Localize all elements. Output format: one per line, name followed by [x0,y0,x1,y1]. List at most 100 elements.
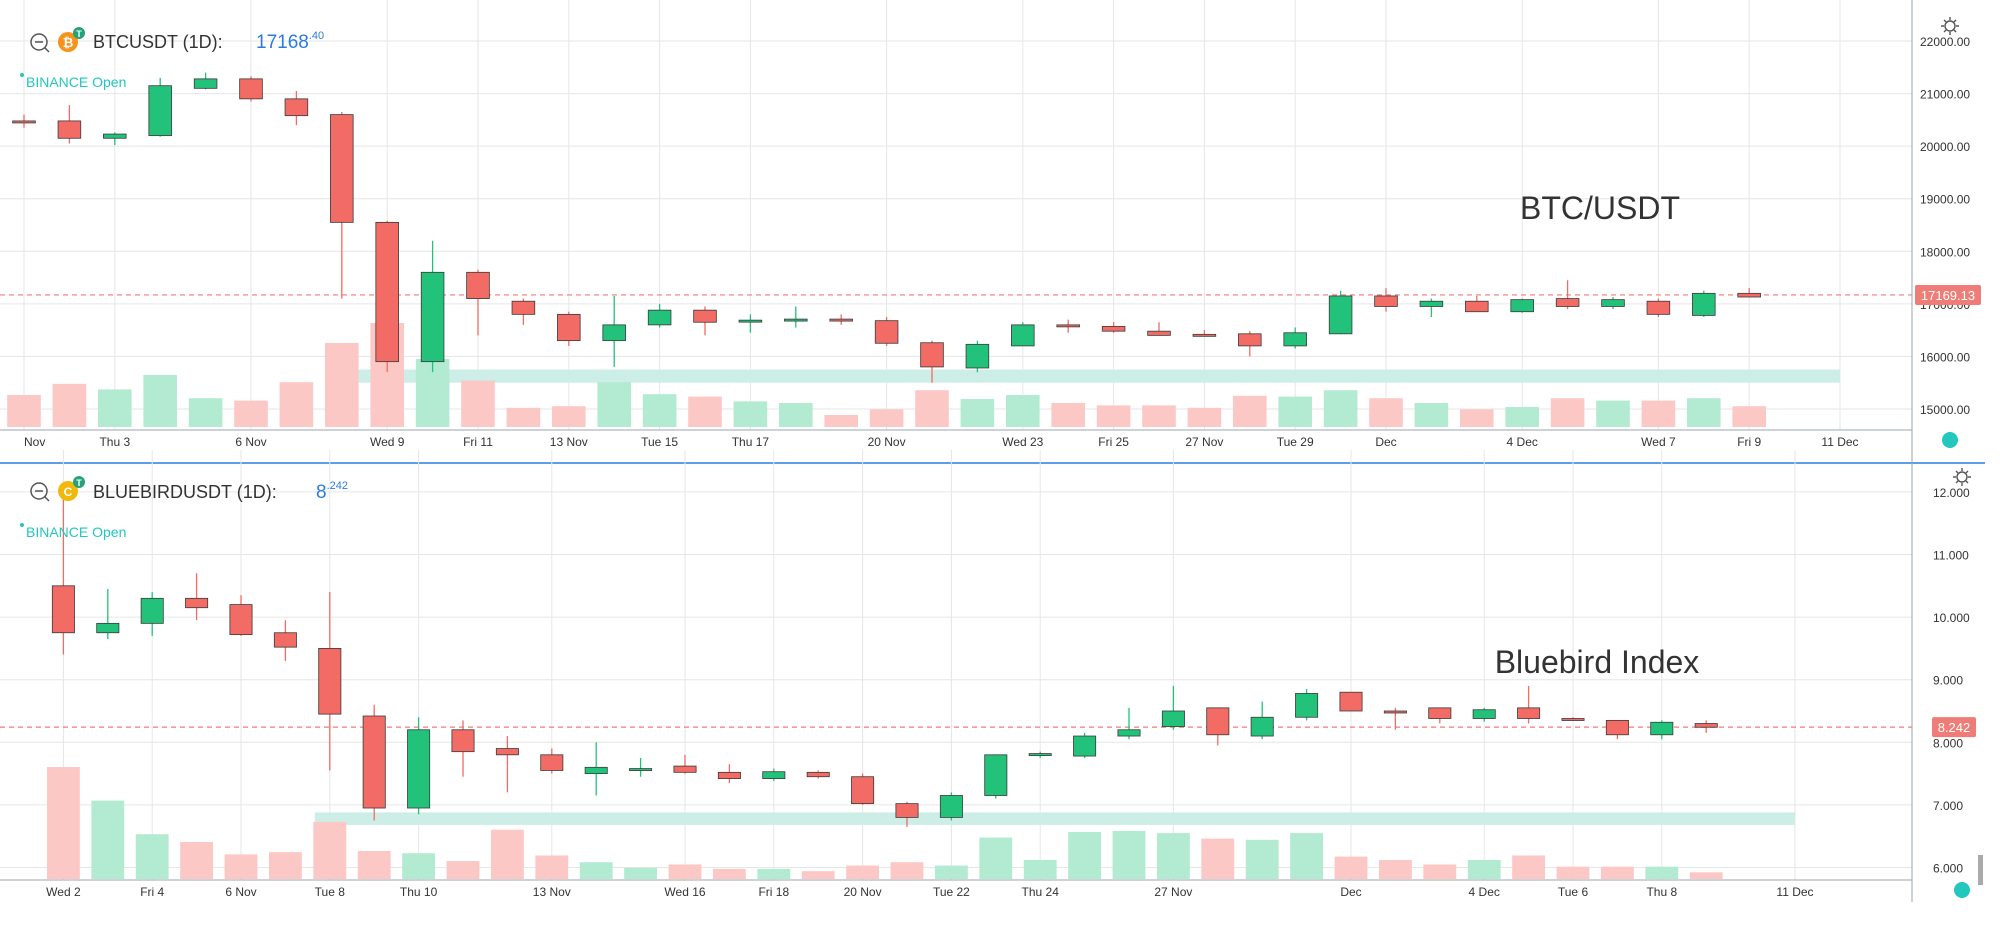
bluebird-candle[interactable] [1161,710,1185,728]
bluebird-volume-bar [535,855,569,879]
btc-candle[interactable] [1147,330,1171,336]
bluebird-candle[interactable] [1650,721,1674,736]
btc-candle[interactable] [193,78,218,89]
bluebird-candle[interactable] [806,771,830,778]
btc-candle[interactable] [738,319,763,323]
btc-candle[interactable] [1419,300,1444,307]
btc-candle[interactable] [965,343,990,369]
btc-candle[interactable] [284,98,309,117]
btc-candles[interactable] [12,72,1761,383]
bluebird-candle[interactable] [407,729,431,809]
bluebird-y-axis[interactable]: 6.000 7.000 8.000 9.000 10.000 11.000 12.000 [1933,486,1970,876]
btc-candle[interactable] [693,309,717,323]
bluebird-candle[interactable] [1694,723,1718,728]
btc-candle[interactable] [784,318,808,322]
bluebird-candle[interactable] [1605,719,1629,736]
btc-candle[interactable] [466,271,490,299]
btc-y-axis[interactable]: 15000.0016000.0017000.0018000.0019000.00… [1920,35,1970,417]
bluebird-candle[interactable] [1117,729,1141,737]
bluebird-candle[interactable] [762,771,786,779]
bluebird-candle[interactable] [1295,693,1319,718]
bluebird-candle[interactable] [673,765,697,773]
btc-volume-bar [1596,400,1630,427]
btc-candle[interactable] [57,120,82,139]
bluebird-settings-icon[interactable] [1953,468,1971,486]
bluebird-candle[interactable] [1383,710,1407,714]
bluebird-candle[interactable] [1517,707,1541,719]
bluebird-candle[interactable] [229,604,253,636]
btc-candle[interactable] [511,300,536,315]
btc-candle[interactable] [1465,300,1489,313]
bluebird-candle[interactable] [984,754,1008,796]
bluebird-candle[interactable] [1073,735,1097,757]
btc-candle[interactable] [1374,295,1398,307]
bluebird-volume-bar [668,864,702,879]
bluebird-status-indicator[interactable] [1954,882,1970,898]
collapse-icon[interactable] [30,482,50,502]
bluebird-candle[interactable] [451,729,475,753]
btc-candle[interactable] [557,313,581,342]
btc-candle[interactable] [330,114,354,223]
bluebird-candle[interactable] [185,597,209,609]
btc-watermark: BTC/USDT [1520,190,1680,226]
bluebird-candle[interactable] [1028,753,1052,756]
btc-candle[interactable] [375,221,399,363]
bluebird-candle[interactable] [584,766,608,774]
bluebird-candle[interactable] [895,803,919,818]
collapse-icon[interactable] [30,33,50,53]
btc-candle[interactable] [829,318,853,322]
btc-candle[interactable] [1238,333,1262,347]
btc-candle[interactable] [1510,299,1534,313]
scrollbar-handle[interactable] [1978,855,1983,885]
btc-settings-icon[interactable] [1941,17,1959,35]
btc-candle[interactable] [1737,292,1761,298]
btc-candle[interactable] [1101,326,1126,332]
btc-candle[interactable] [1692,292,1716,316]
bluebird-candle[interactable] [1206,707,1230,736]
btc-candle[interactable] [1646,300,1671,315]
bluebird-x-tick-label: Wed 2 [46,885,81,899]
btc-volume-bar [642,394,677,427]
btc-x-tick-label: Wed 9 [370,435,405,449]
btc-candle[interactable] [148,85,172,137]
btc-status-indicator[interactable] [1942,432,1958,448]
bluebird-candle[interactable] [1339,691,1363,712]
bluebird-candle[interactable] [851,776,875,805]
btc-candle[interactable] [1555,298,1580,307]
bluebird-candle[interactable] [939,795,963,818]
bluebird-candle[interactable] [1561,718,1585,721]
btc-candle[interactable] [874,320,899,344]
btc-candle[interactable] [647,309,672,326]
bluebird-candle[interactable] [318,647,342,715]
btc-candle[interactable] [1192,333,1217,337]
btc-candle[interactable] [602,324,626,342]
bluebird-candle[interactable] [1428,707,1452,719]
btc-candle[interactable] [420,271,445,363]
bluebird-candle[interactable] [629,768,653,771]
bluebird-candle[interactable] [1472,709,1496,719]
bluebird-candle[interactable] [540,754,564,771]
bluebird-candle[interactable] [1250,716,1274,737]
bluebird-legend: C T BLUEBIRDUSDT (1D): 8.242 BINANCE Ope… [20,476,348,540]
bluebird-candle[interactable] [96,622,120,634]
btc-candle[interactable] [103,133,127,139]
bluebird-candle[interactable] [495,748,519,756]
btc-volume-bar [506,407,541,427]
btc-candle[interactable] [1283,332,1307,347]
btc-x-tick-label: 11 Dec [1821,435,1858,449]
btc-candle[interactable] [239,78,263,100]
bluebird-x-axis[interactable]: Wed 2 Fri 4 6 Nov Tue 8 Thu 10 13 Nov Wed 16 Fr… [46,885,1813,899]
bluebird-candle[interactable] [273,632,297,648]
btc-candle[interactable] [1011,324,1035,347]
bluebird-candles[interactable] [51,491,1718,827]
btc-candle[interactable] [1601,299,1625,307]
btc-x-axis[interactable]: Nov Thu 3 6 Nov Wed 9 Fri 11 13 Nov Tue 15 Thu … [24,435,1859,449]
bluebird-candle[interactable] [362,715,386,809]
btc-candle[interactable] [920,342,944,368]
btc-candle[interactable] [1328,295,1353,335]
bluebird-candle[interactable] [140,597,164,624]
btc-candle[interactable] [12,120,36,124]
bluebird-candle[interactable] [717,771,741,779]
btc-candle[interactable] [1056,324,1080,328]
bluebird-candle[interactable] [51,585,75,634]
